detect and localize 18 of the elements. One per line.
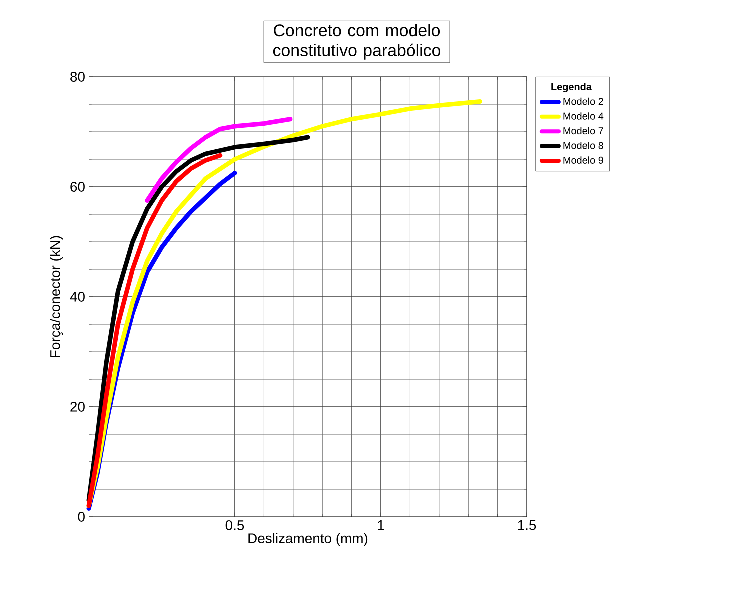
y-tick-label: 40 bbox=[70, 292, 85, 302]
x-tick-label: 0.5 bbox=[226, 520, 244, 530]
y-tick-label: 20 bbox=[70, 402, 85, 412]
legend-label: Modelo 2 bbox=[564, 98, 604, 106]
legend-label: Modelo 4 bbox=[564, 112, 604, 120]
legend-label: Modelo 7 bbox=[564, 127, 604, 135]
line-series bbox=[145, 117, 293, 203]
y-axis-title: Força/conector (kN) bbox=[50, 236, 64, 358]
legend-label: Modelo 8 bbox=[564, 142, 604, 150]
y-tick-label: 0 bbox=[78, 512, 85, 522]
y-tick-label: 80 bbox=[70, 72, 85, 82]
legend-title: Legenda bbox=[552, 83, 592, 93]
x-axis-title: Deslizamento (mm) bbox=[248, 533, 368, 546]
y-tick-label: 60 bbox=[70, 182, 85, 192]
chart-title: Concreto com modelo constitutivo parabólico bbox=[273, 24, 441, 60]
x-tick-label: 1 bbox=[378, 520, 384, 530]
x-tick-label: 1.5 bbox=[518, 520, 536, 530]
legend-label: Modelo 9 bbox=[564, 156, 604, 164]
